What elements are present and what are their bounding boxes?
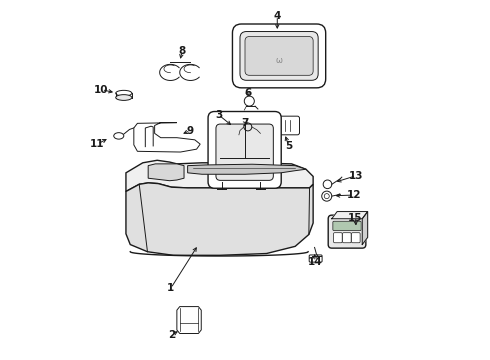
Polygon shape	[126, 183, 313, 255]
Text: 15: 15	[348, 213, 363, 222]
FancyBboxPatch shape	[216, 124, 273, 180]
FancyBboxPatch shape	[240, 32, 318, 80]
FancyBboxPatch shape	[232, 24, 326, 88]
Polygon shape	[126, 160, 313, 192]
Polygon shape	[177, 307, 201, 333]
Text: 2: 2	[168, 330, 175, 340]
Text: 5: 5	[285, 141, 293, 151]
Polygon shape	[188, 164, 306, 174]
Polygon shape	[332, 212, 368, 219]
FancyBboxPatch shape	[333, 221, 361, 230]
Text: 11: 11	[90, 139, 104, 149]
Text: 4: 4	[273, 11, 281, 21]
Ellipse shape	[116, 95, 132, 100]
Text: 12: 12	[346, 190, 361, 200]
Text: 13: 13	[349, 171, 364, 181]
Polygon shape	[134, 123, 200, 152]
Ellipse shape	[116, 90, 132, 96]
Text: 8: 8	[179, 46, 186, 56]
Text: 7: 7	[241, 118, 249, 128]
FancyBboxPatch shape	[328, 215, 366, 248]
Text: ω: ω	[275, 56, 283, 65]
FancyBboxPatch shape	[351, 233, 360, 243]
Text: 1: 1	[167, 283, 174, 293]
Polygon shape	[148, 164, 184, 181]
FancyBboxPatch shape	[245, 37, 313, 75]
FancyBboxPatch shape	[343, 233, 351, 243]
Text: 10: 10	[94, 85, 109, 95]
FancyBboxPatch shape	[334, 233, 342, 243]
Text: 9: 9	[187, 126, 194, 135]
Polygon shape	[362, 212, 368, 244]
FancyBboxPatch shape	[208, 112, 281, 188]
Text: 3: 3	[215, 110, 222, 120]
Ellipse shape	[114, 133, 124, 139]
Text: 14: 14	[308, 257, 322, 267]
Text: 6: 6	[244, 88, 251, 98]
